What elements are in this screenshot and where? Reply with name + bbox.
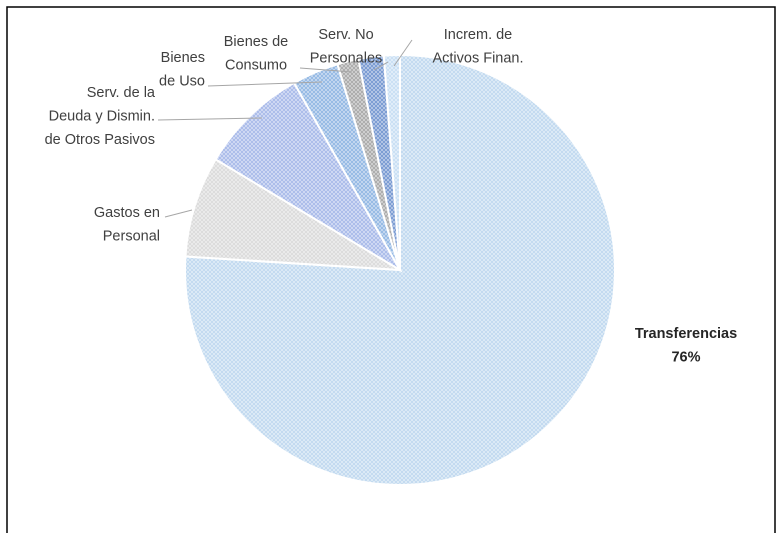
leader-line [157,117,263,121]
slice-label: Gastos en Personal [94,205,160,245]
pie-slice [382,53,401,271]
slice-label: Increm. de Activos Finan. [432,27,523,67]
value-label: 76% [671,350,700,366]
pie-slice [214,81,403,273]
slice-label: Bienes de Consumo [224,34,289,74]
slice-label: Serv. de la Deuda y Dismin. de Otros Pasiv… [45,85,156,148]
leader-line [299,67,353,73]
pie-slice [184,158,401,271]
leader-line [164,209,193,218]
leader-line [393,39,413,67]
slice-label: Serv. No Personales [310,27,383,67]
slice-label: Transferencias [635,326,737,342]
leader-line [207,81,323,87]
leader-line [373,61,389,71]
slice-label: Bienes de Uso [159,50,205,90]
